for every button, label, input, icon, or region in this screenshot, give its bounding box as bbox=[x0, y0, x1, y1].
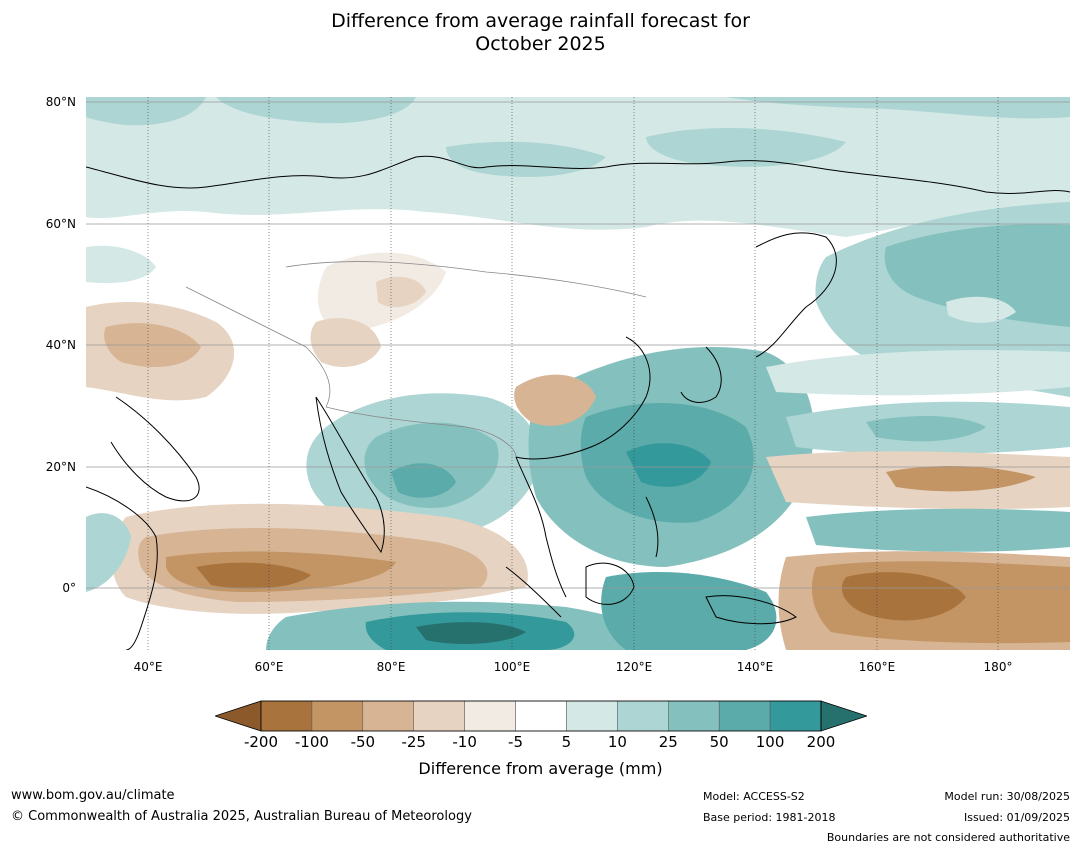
anomaly-region-pacific-wet bbox=[806, 508, 1070, 552]
coastline-philippines bbox=[645, 496, 659, 558]
anomaly-region-caspian bbox=[86, 245, 156, 284]
legend-extend-high bbox=[820, 700, 869, 732]
border-south-asia bbox=[325, 406, 517, 458]
lat-label-0: 0° bbox=[62, 581, 76, 595]
legend-extend-low bbox=[213, 700, 262, 732]
graticule bbox=[86, 101, 1070, 589]
legend-tick-label: 200 bbox=[806, 733, 836, 751]
legend-swatch bbox=[515, 700, 567, 732]
title-line-2: October 2025 bbox=[475, 33, 606, 55]
coastline-southeast-asia bbox=[515, 456, 567, 598]
lon-label-60e: 60°E bbox=[254, 660, 284, 674]
coastline-new-guinea bbox=[705, 595, 797, 625]
anomaly-region-east-africa bbox=[86, 513, 131, 592]
legend-frame bbox=[260, 700, 822, 732]
legend-tick-label: 100 bbox=[755, 733, 785, 751]
legend-tick-label: 50 bbox=[709, 733, 729, 751]
legend-tick-label: 25 bbox=[658, 733, 678, 751]
coastline-russia-pacific bbox=[755, 232, 837, 358]
footer-base-period: Base period: 1981-2018 bbox=[703, 811, 836, 824]
coastline-india bbox=[315, 396, 385, 554]
legend-swatch bbox=[260, 700, 313, 732]
footer-url: www.bom.gov.au/climate bbox=[11, 788, 175, 803]
anomaly-region-pacific-band-1 bbox=[766, 350, 1070, 396]
legend-swatch bbox=[464, 700, 516, 732]
map-title: Difference from average rainfall forecas… bbox=[0, 10, 1081, 56]
anomaly-region-arctic-east bbox=[646, 127, 846, 167]
anomaly-region-arctic-mid bbox=[86, 97, 206, 126]
coastline-arabia bbox=[110, 396, 200, 502]
legend-title: Difference from average (mm) bbox=[418, 759, 663, 778]
anomaly-region-pacific-dry-1-core bbox=[886, 465, 1036, 492]
lat-label-80n: 80°N bbox=[45, 95, 76, 109]
legend-swatch bbox=[311, 700, 364, 732]
border-china-north bbox=[285, 261, 647, 298]
lon-label-120e: 120°E bbox=[615, 660, 653, 674]
anomaly-region-east-china bbox=[514, 374, 596, 426]
lat-label-60n: 60°N bbox=[45, 217, 76, 231]
anomaly-region-mongolia-inner bbox=[376, 276, 426, 308]
coastline-sumatra bbox=[505, 566, 562, 618]
lon-label-180: 180° bbox=[983, 660, 1013, 674]
footer-copyright: © Commonwealth of Australia 2025, Austra… bbox=[11, 809, 472, 824]
anomaly-region-pacific-band-2-core bbox=[866, 415, 986, 442]
coastline-arctic bbox=[86, 155, 1070, 194]
legend-tick-label: 5 bbox=[561, 733, 572, 751]
legend-swatch bbox=[668, 700, 720, 732]
country-borders bbox=[185, 261, 647, 458]
lat-label-20n: 20°N bbox=[45, 460, 76, 474]
anomaly-region-arctic-nw bbox=[216, 97, 416, 124]
legend-tick-label: -50 bbox=[350, 733, 376, 751]
coastline-borneo bbox=[585, 562, 635, 605]
legend-swatch bbox=[566, 700, 618, 732]
border-central-asia bbox=[185, 286, 331, 408]
anomaly-region-iran bbox=[310, 318, 381, 367]
lon-label-40e: 40°E bbox=[133, 660, 163, 674]
lon-label-80e: 80°E bbox=[376, 660, 406, 674]
legend-swatch bbox=[769, 700, 822, 732]
anomaly-region-equatorial-indian-ocean-core bbox=[196, 562, 311, 589]
coastline-japan bbox=[680, 346, 722, 403]
legend-swatch bbox=[718, 700, 771, 732]
legend-tick-label: -10 bbox=[452, 733, 477, 751]
lon-label-100e: 100°E bbox=[493, 660, 531, 674]
anomaly-region-western-pacific-core bbox=[626, 443, 711, 487]
legend-colorbar-svg bbox=[213, 700, 869, 732]
footer-model: Model: ACCESS-S2 bbox=[703, 790, 805, 803]
footer-model-run: Model run: 30/08/2025 bbox=[944, 790, 1070, 803]
anomaly-region-south-indian-ocean-core bbox=[416, 622, 526, 644]
legend-tick-label: -5 bbox=[508, 733, 524, 751]
legend-tick-label: 10 bbox=[607, 733, 627, 751]
anomaly-region-north-pacific-inner bbox=[884, 224, 1070, 327]
coastline-africa bbox=[86, 486, 158, 650]
anomaly-region-bay-of-bengal-core bbox=[391, 463, 456, 498]
anomaly-region-pacific-dry-2-core bbox=[841, 572, 966, 621]
rainfall-anomaly-map bbox=[86, 97, 1070, 650]
legend-swatch bbox=[413, 700, 465, 732]
anomaly-region-npac-white bbox=[946, 296, 1016, 323]
legend-tick-label: -200 bbox=[243, 733, 279, 751]
lon-label-140e: 140°E bbox=[736, 660, 774, 674]
legend-colorbar bbox=[213, 700, 869, 732]
lon-label-160e: 160°E bbox=[858, 660, 896, 674]
anomaly-region-maritime-continent bbox=[601, 572, 777, 650]
legend-swatch bbox=[617, 700, 669, 732]
legend-tick-label: -100 bbox=[294, 733, 329, 751]
meridians bbox=[147, 97, 999, 650]
title-line-1: Difference from average rainfall forecas… bbox=[331, 10, 750, 32]
footer-issued: Issued: 01/09/2025 bbox=[963, 811, 1070, 824]
lat-label-40n: 40°N bbox=[45, 338, 76, 352]
coastline-china bbox=[515, 336, 651, 460]
coastlines bbox=[86, 155, 1070, 650]
map-canvas bbox=[86, 97, 1070, 650]
footer-boundaries-note: Boundaries are not considered authoritat… bbox=[826, 831, 1070, 844]
legend-tick-label: -25 bbox=[401, 733, 426, 751]
legend-swatch bbox=[362, 700, 414, 732]
